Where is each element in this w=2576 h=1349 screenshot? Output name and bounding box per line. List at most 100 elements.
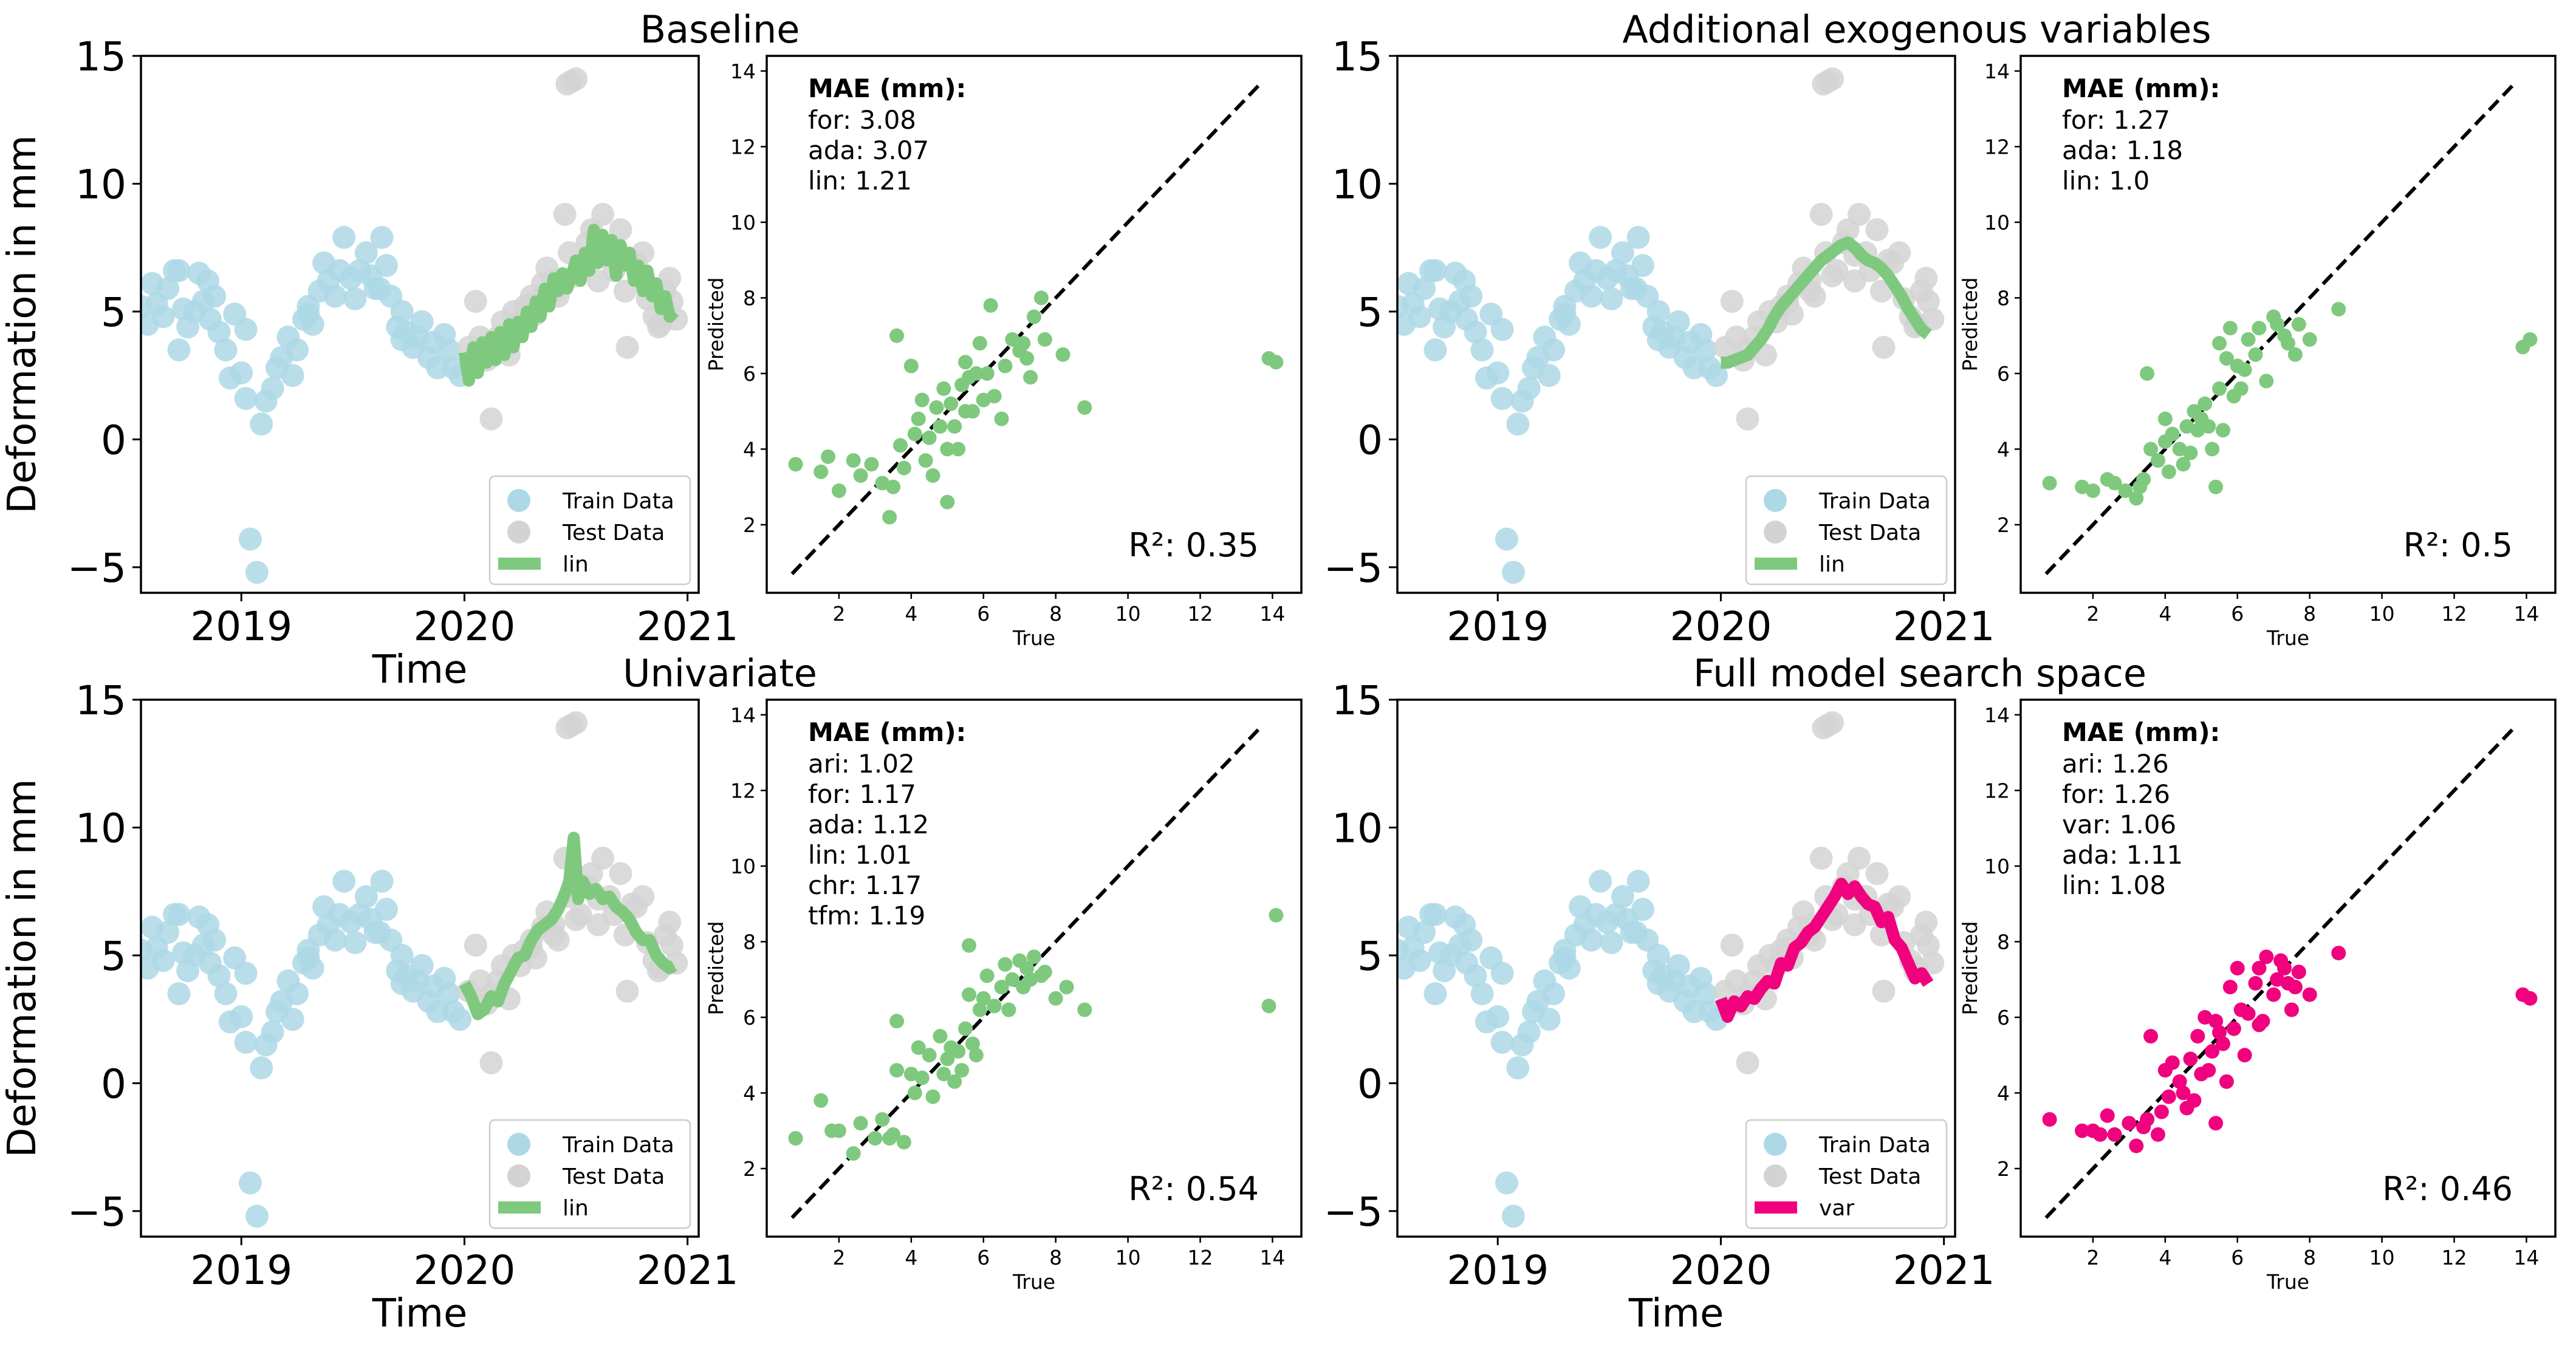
- axes-frame: [1396, 698, 1956, 1238]
- scatter-point: [2219, 1074, 2234, 1089]
- scatter-point: [976, 991, 991, 1006]
- y-tick-label: 15: [75, 33, 126, 80]
- scatter-point: [951, 1043, 966, 1059]
- train-point: [1470, 338, 1494, 362]
- train-point: [1423, 338, 1447, 362]
- scatter-point: [979, 366, 995, 381]
- y-tick-label: 12: [730, 135, 756, 159]
- y-tick-label: 0: [1357, 1060, 1383, 1107]
- y-axis-label: Predicted: [704, 921, 728, 1016]
- scatter-point: [2287, 347, 2303, 362]
- legend-label: lin: [563, 552, 589, 577]
- train-point: [1423, 982, 1447, 1006]
- scatter-point: [2190, 1029, 2205, 1044]
- r2-label: R²: 0.46: [2382, 1170, 2513, 1208]
- test-point: [631, 885, 655, 909]
- x-tick-label: 2019: [190, 1247, 292, 1294]
- test-point: [1914, 910, 1938, 934]
- train-point: [234, 387, 258, 411]
- train-point: [1626, 225, 1650, 249]
- train-point: [343, 931, 367, 954]
- scatter-point: [911, 1040, 926, 1055]
- scatter-point: [2176, 1085, 2191, 1101]
- scatter-point: [2157, 434, 2173, 449]
- scatter-point: [2143, 1029, 2159, 1044]
- scatter-point: [864, 457, 879, 472]
- y-tick-label: 14: [730, 703, 756, 727]
- legend-test-marker: [507, 1164, 530, 1187]
- scatter-point: [831, 1123, 846, 1138]
- x-axis-label: True: [1012, 1270, 1055, 1294]
- train-point: [207, 320, 231, 344]
- train-point: [238, 527, 262, 551]
- plot-area: [141, 711, 688, 1228]
- scatter-point: [940, 442, 955, 457]
- scatter-point: [1077, 400, 1092, 415]
- scatter-point: [958, 355, 973, 370]
- scatter-point: [788, 1131, 803, 1146]
- y-tick-label: 0: [1357, 417, 1383, 463]
- train-point: [437, 338, 461, 362]
- y-axis-label: Predicted: [1958, 921, 1982, 1016]
- train-point: [1646, 299, 1670, 323]
- axes-frame: [2019, 698, 2557, 1238]
- test-point: [1916, 934, 1940, 957]
- scatter-point: [2172, 1074, 2187, 1089]
- scatter-point: [846, 453, 861, 468]
- train-point: [1611, 885, 1634, 909]
- train-point: [234, 318, 258, 341]
- scatter-point: [2132, 479, 2148, 494]
- mae-line: for: 3.08: [808, 105, 916, 135]
- scatter-point: [1037, 965, 1052, 980]
- scatter-point: [1016, 336, 1031, 351]
- scatter-point: [2208, 1014, 2224, 1029]
- train-point: [1470, 982, 1494, 1006]
- train-point: [1506, 1056, 1530, 1080]
- scatter-point: [987, 999, 1002, 1014]
- train-point: [1600, 287, 1623, 310]
- train-point: [1553, 302, 1577, 326]
- train-point: [1631, 898, 1654, 921]
- x-tick-label: 14: [1259, 602, 1285, 626]
- x-tick-label: 2021: [1893, 1247, 1995, 1294]
- scatter-point: [2042, 476, 2057, 491]
- scatter-point: [1027, 949, 1041, 965]
- train-point: [368, 277, 391, 301]
- x-tick-label: 8: [2303, 602, 2316, 626]
- scatter-point: [2287, 980, 2303, 995]
- train-point: [1537, 364, 1561, 388]
- y-tick-label: 12: [1984, 779, 2010, 802]
- x-tick-label: 2021: [637, 603, 739, 650]
- scatter-point: [2248, 347, 2263, 362]
- train-point: [281, 364, 304, 388]
- train-point: [1453, 269, 1476, 293]
- scatter-point: [925, 468, 940, 483]
- scatter-point: [2129, 491, 2144, 506]
- scatter-point: [2237, 1048, 2252, 1063]
- train-point: [1631, 254, 1654, 278]
- scatter-point: [2215, 1036, 2230, 1051]
- y-tick-label: 2: [1997, 513, 2010, 537]
- train-point: [214, 338, 238, 362]
- train-point: [207, 964, 231, 988]
- x-tick-label: 10: [2369, 602, 2395, 626]
- train-point: [1486, 1005, 1510, 1028]
- scatter-point: [1037, 332, 1052, 347]
- legend-box: [488, 1119, 691, 1229]
- y-tick-label: 8: [1997, 286, 2010, 310]
- scatter-point: [994, 411, 1009, 426]
- scatter-point: [2187, 1093, 2202, 1108]
- scatter-point: [2281, 336, 2295, 351]
- train-point: [1495, 1171, 1518, 1195]
- scatter-point: [965, 404, 980, 419]
- panel-title: Baseline: [640, 7, 800, 52]
- scatter-point: [972, 336, 987, 351]
- scatter-point: [2219, 351, 2234, 366]
- y-tick-label: 10: [75, 161, 126, 208]
- x-axis-label: True: [2266, 1270, 2309, 1294]
- train-point: [1667, 310, 1690, 333]
- train-point: [1600, 931, 1623, 954]
- x-tick-label: 12: [1188, 1246, 1213, 1269]
- scatter-point: [831, 483, 846, 498]
- test-point: [1736, 407, 1759, 431]
